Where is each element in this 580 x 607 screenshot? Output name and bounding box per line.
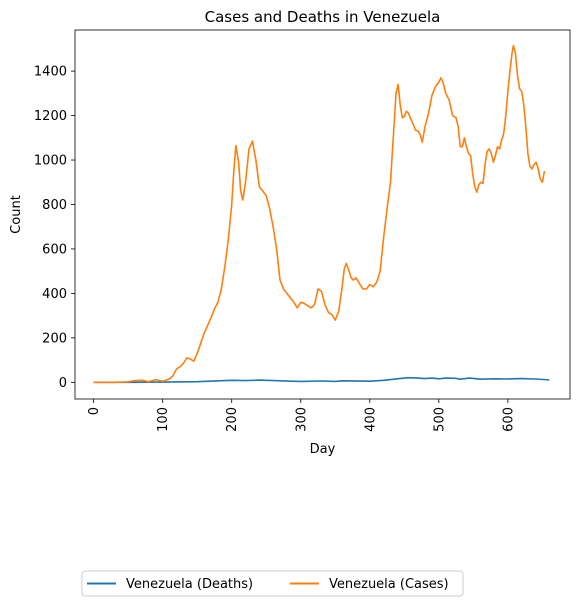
legend-label-deaths: Venezuela (Deaths) [126, 577, 253, 592]
x-tick-label: 0 [87, 407, 102, 415]
x-tick-label: 400 [363, 407, 378, 432]
x-tick-label: 500 [432, 407, 447, 432]
y-tick-label: 1400 [34, 65, 67, 80]
series-layer [93, 44, 550, 384]
legend-label-cases: Venezuela (Cases) [329, 577, 449, 592]
y-tick-label: 800 [42, 198, 67, 213]
series-line-cases [93, 44, 546, 384]
x-axis: 0 100 200 300 400 500 600 [87, 399, 516, 432]
chart-title: Cases and Deaths in Venezuela [205, 8, 441, 26]
plot-area [74, 29, 571, 400]
y-tick-label: 600 [42, 242, 67, 257]
legend-box [81, 570, 464, 597]
legend: Venezuela (Deaths) Venezuela (Cases) [81, 570, 464, 597]
y-axis: 0 200 400 600 800 1000 1200 1400 [34, 65, 75, 391]
axes-frame [74, 29, 571, 400]
y-axis-title: Count [9, 195, 24, 234]
x-axis-title: Day [310, 442, 336, 457]
x-tick-label: 600 [501, 407, 516, 432]
x-tick-label: 200 [225, 407, 240, 432]
y-tick-label: 0 [59, 376, 67, 391]
y-tick-label: 400 [42, 287, 67, 302]
y-tick-label: 200 [42, 331, 67, 346]
y-tick-label: 1200 [34, 109, 67, 124]
series-line-deaths [93, 376, 550, 384]
y-tick-label: 1000 [34, 154, 67, 169]
x-tick-label: 100 [156, 407, 171, 432]
x-tick-label: 300 [294, 407, 309, 432]
